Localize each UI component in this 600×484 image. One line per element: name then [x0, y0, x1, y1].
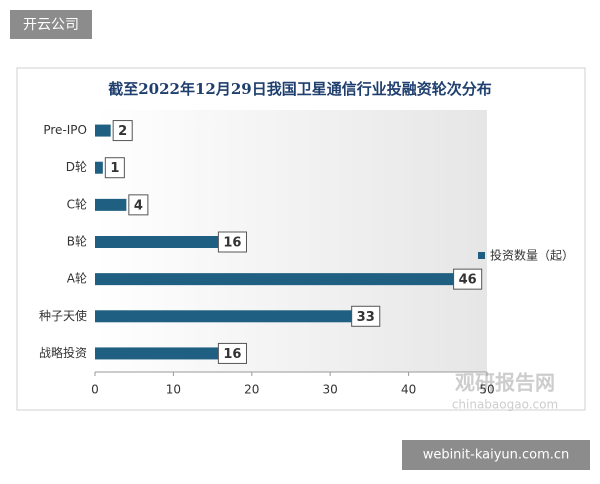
y-tick-label: 战略投资 [39, 345, 87, 360]
x-tick-label: 40 [401, 383, 416, 397]
header-box [10, 10, 92, 39]
footer-label: webinit-kaiyun.com.cn [423, 448, 570, 463]
x-tick-label: 20 [244, 383, 259, 397]
bar [95, 273, 456, 286]
data-label: 1 [110, 161, 119, 176]
data-label-box [112, 120, 133, 142]
y-tick-label: D轮 [66, 160, 87, 174]
legend-swatch [478, 252, 485, 259]
x-tick-label: 0 [91, 383, 99, 397]
bar [95, 198, 127, 211]
data-label-box [217, 342, 247, 364]
data-label: 33 [357, 310, 375, 325]
data-label-box [453, 268, 483, 290]
y-tick-label: C轮 [67, 197, 87, 211]
bar [95, 124, 111, 137]
data-label: 16 [223, 347, 241, 362]
legend-label: 投资数量（起） [490, 248, 574, 263]
data-label-box [351, 305, 381, 327]
data-label-box [217, 231, 247, 253]
chart-title: 截至2022年12月29日我国卫星通信行业投融资轮次分布 [108, 80, 492, 98]
data-label: 46 [459, 273, 477, 288]
x-tick-label: 50 [479, 383, 494, 397]
x-tick-label: 10 [166, 383, 181, 397]
bar [95, 347, 221, 360]
bar [95, 236, 221, 248]
watermark-url: chinabaogao.com [452, 398, 558, 412]
data-label-box [128, 194, 149, 216]
data-label: 16 [223, 236, 241, 251]
header-label: 开云公司 [23, 17, 79, 33]
y-tick-label: Pre-IPO [43, 123, 87, 137]
data-label: 4 [134, 198, 143, 213]
y-tick-label: A轮 [67, 272, 87, 286]
data-label: 2 [118, 124, 127, 139]
footer-box [402, 440, 590, 470]
data-label-box [104, 157, 125, 179]
x-tick-label: 30 [323, 383, 338, 397]
y-tick-label: 种子天使 [39, 308, 87, 323]
watermark-name: 观研报告网 [455, 371, 555, 395]
y-tick-label: B轮 [67, 235, 87, 249]
bar [95, 161, 103, 174]
bar [95, 310, 354, 323]
